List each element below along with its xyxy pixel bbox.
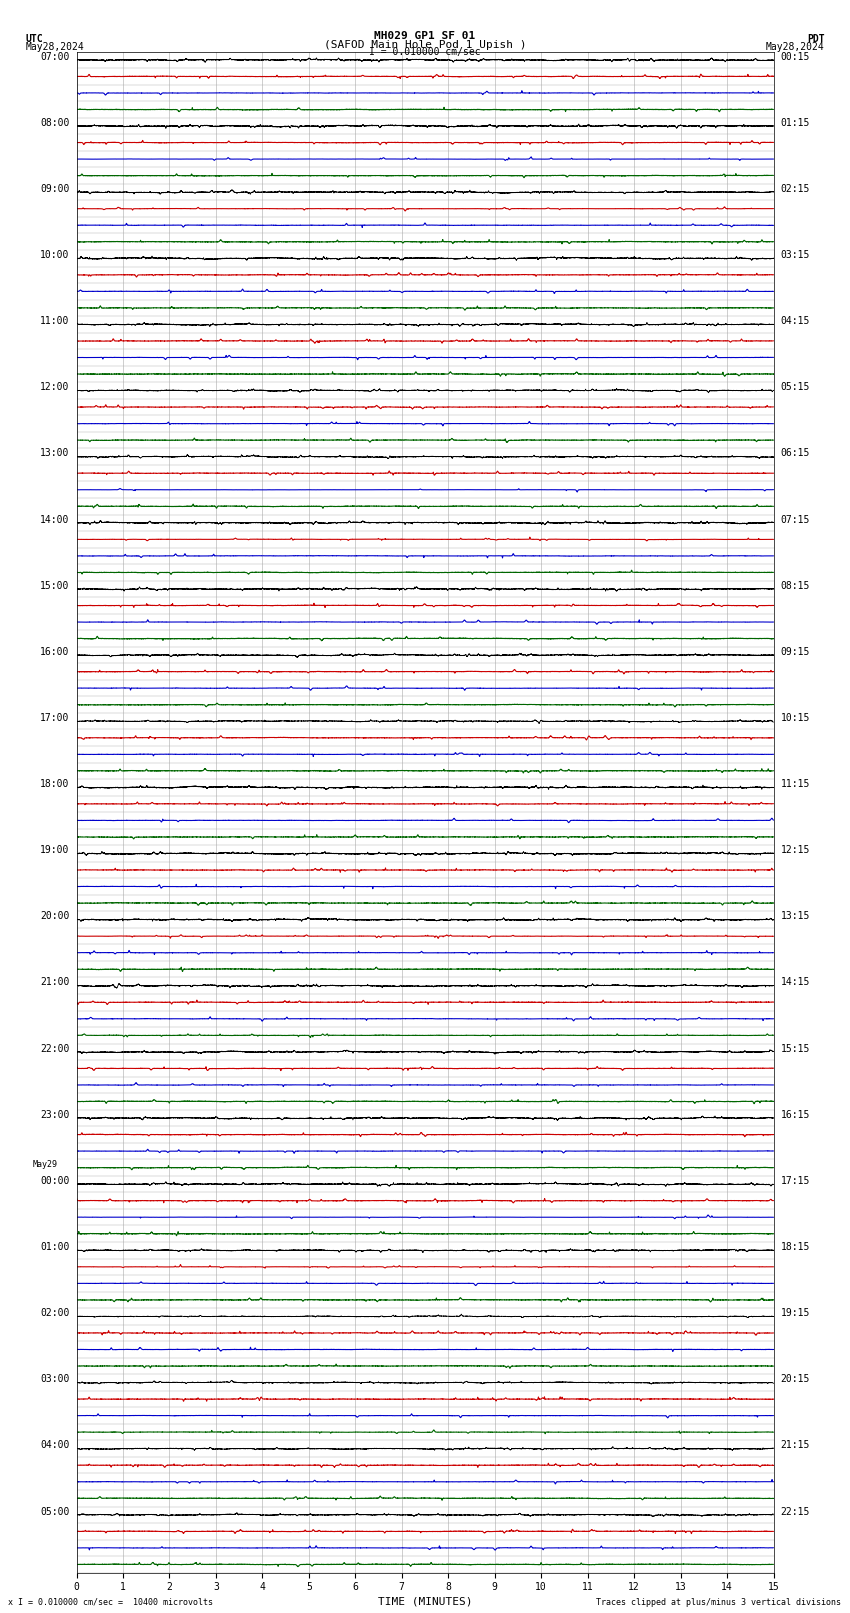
Text: 22:00: 22:00 [40,1044,70,1053]
Text: 08:15: 08:15 [780,581,810,590]
Text: UTC: UTC [26,34,43,44]
Text: May28,2024: May28,2024 [766,42,824,52]
Text: 21:15: 21:15 [780,1440,810,1450]
Text: 09:15: 09:15 [780,647,810,656]
Text: 17:15: 17:15 [780,1176,810,1186]
Text: 08:00: 08:00 [40,118,70,127]
Text: 00:15: 00:15 [780,52,810,61]
X-axis label: TIME (MINUTES): TIME (MINUTES) [377,1597,473,1607]
Text: 04:15: 04:15 [780,316,810,326]
Text: 18:15: 18:15 [780,1242,810,1252]
Text: 20:00: 20:00 [40,911,70,921]
Text: 23:00: 23:00 [40,1110,70,1119]
Text: 22:15: 22:15 [780,1507,810,1516]
Text: 11:15: 11:15 [780,779,810,789]
Text: 21:00: 21:00 [40,977,70,987]
Text: Traces clipped at plus/minus 3 vertical divisions: Traces clipped at plus/minus 3 vertical … [597,1597,842,1607]
Text: 03:00: 03:00 [40,1374,70,1384]
Text: 07:15: 07:15 [780,515,810,524]
Text: May28,2024: May28,2024 [26,42,84,52]
Text: 16:15: 16:15 [780,1110,810,1119]
Text: 01:15: 01:15 [780,118,810,127]
Text: 10:00: 10:00 [40,250,70,260]
Text: 18:00: 18:00 [40,779,70,789]
Text: 19:15: 19:15 [780,1308,810,1318]
Text: I = 0.010000 cm/sec: I = 0.010000 cm/sec [369,47,481,56]
Text: 14:00: 14:00 [40,515,70,524]
Text: 19:00: 19:00 [40,845,70,855]
Text: 17:00: 17:00 [40,713,70,723]
Text: 12:15: 12:15 [780,845,810,855]
Text: 02:00: 02:00 [40,1308,70,1318]
Text: (SAFOD Main Hole Pod 1 Upish ): (SAFOD Main Hole Pod 1 Upish ) [324,39,526,50]
Text: 09:00: 09:00 [40,184,70,194]
Text: 07:00: 07:00 [40,52,70,61]
Text: 15:15: 15:15 [780,1044,810,1053]
Text: 13:15: 13:15 [780,911,810,921]
Text: 05:00: 05:00 [40,1507,70,1516]
Text: 13:00: 13:00 [40,448,70,458]
Text: 03:15: 03:15 [780,250,810,260]
Text: 01:00: 01:00 [40,1242,70,1252]
Text: 00:00: 00:00 [40,1176,70,1186]
Text: 11:00: 11:00 [40,316,70,326]
Text: 16:00: 16:00 [40,647,70,656]
Text: 10:15: 10:15 [780,713,810,723]
Text: 04:00: 04:00 [40,1440,70,1450]
Text: 12:00: 12:00 [40,382,70,392]
Text: 02:15: 02:15 [780,184,810,194]
Text: PDT: PDT [807,34,824,44]
Text: May29: May29 [33,1160,58,1169]
Text: x I = 0.010000 cm/sec =  10400 microvolts: x I = 0.010000 cm/sec = 10400 microvolts [8,1597,213,1607]
Text: 14:15: 14:15 [780,977,810,987]
Text: 06:15: 06:15 [780,448,810,458]
Text: 20:15: 20:15 [780,1374,810,1384]
Text: MH029 GP1 SF 01: MH029 GP1 SF 01 [374,31,476,42]
Text: 05:15: 05:15 [780,382,810,392]
Text: 15:00: 15:00 [40,581,70,590]
